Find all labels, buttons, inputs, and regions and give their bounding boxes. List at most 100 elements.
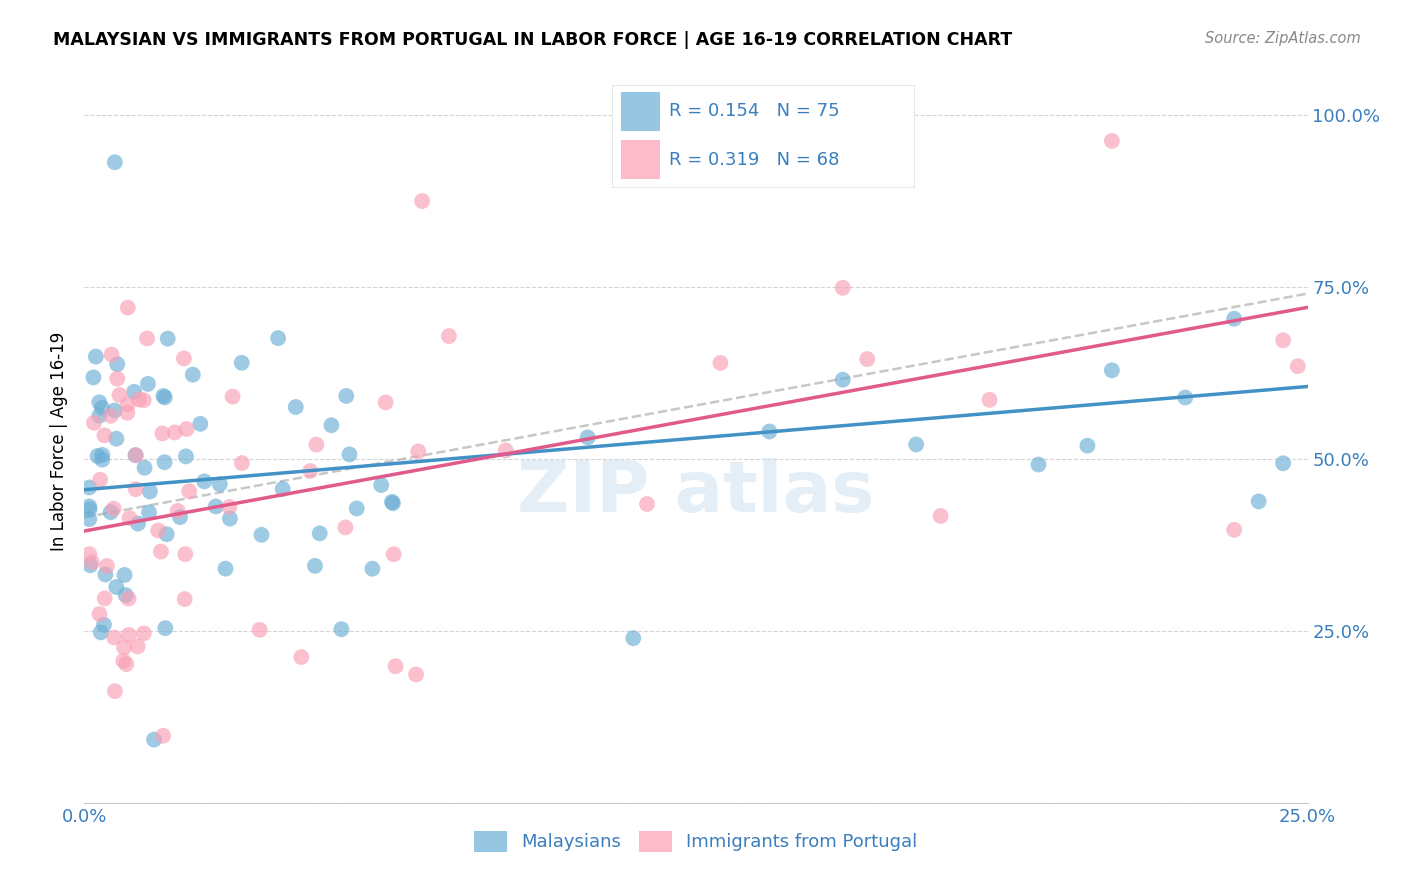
Y-axis label: In Labor Force | Age 16-19: In Labor Force | Age 16-19 xyxy=(51,332,69,551)
Point xyxy=(156,527,179,541)
Point xyxy=(1247,494,1270,508)
Point xyxy=(155,621,177,635)
Point xyxy=(290,650,312,665)
Point xyxy=(335,520,357,534)
Point xyxy=(100,409,122,423)
Point xyxy=(89,473,111,487)
Point xyxy=(267,331,290,345)
Point xyxy=(831,281,853,295)
Point xyxy=(115,657,138,671)
Point xyxy=(174,547,197,561)
Point xyxy=(405,667,427,681)
Point xyxy=(214,561,236,575)
Point xyxy=(152,426,174,441)
Point xyxy=(979,392,1001,407)
Point xyxy=(86,449,108,463)
Point xyxy=(381,496,404,510)
Point xyxy=(218,500,240,514)
Point xyxy=(163,425,186,440)
Point xyxy=(105,580,128,594)
Point xyxy=(299,464,322,478)
Point xyxy=(176,422,198,436)
Point xyxy=(127,640,149,654)
Point xyxy=(153,391,176,405)
Point xyxy=(1223,523,1246,537)
Point xyxy=(636,497,658,511)
Point xyxy=(112,654,135,668)
Point xyxy=(406,444,429,458)
Point xyxy=(84,350,107,364)
Point xyxy=(134,460,156,475)
Point xyxy=(83,416,105,430)
Point xyxy=(621,631,644,645)
Text: Source: ZipAtlas.com: Source: ZipAtlas.com xyxy=(1205,31,1361,46)
Point xyxy=(112,640,135,655)
Point xyxy=(117,591,139,606)
Legend: Malaysians, Immigrants from Portugal: Malaysians, Immigrants from Portugal xyxy=(467,823,925,859)
Point xyxy=(100,348,122,362)
Point xyxy=(77,547,100,561)
Point xyxy=(381,495,404,509)
Point xyxy=(136,331,159,345)
Point xyxy=(1272,333,1295,347)
Point xyxy=(308,526,330,541)
Point xyxy=(124,448,146,462)
Point xyxy=(104,684,127,698)
Point xyxy=(831,373,853,387)
Point xyxy=(82,370,104,384)
Point xyxy=(166,504,188,518)
Point xyxy=(905,437,928,451)
Point xyxy=(856,352,879,367)
Point xyxy=(1174,391,1197,405)
Point xyxy=(125,448,148,462)
Point xyxy=(330,622,353,636)
Point xyxy=(208,477,231,491)
Point xyxy=(77,480,100,494)
Point xyxy=(346,501,368,516)
Point xyxy=(284,400,307,414)
Point xyxy=(382,547,405,561)
Point xyxy=(118,511,141,525)
Point xyxy=(1028,458,1050,472)
Point xyxy=(271,482,294,496)
Point xyxy=(117,406,139,420)
Point xyxy=(93,591,115,606)
Point xyxy=(374,395,396,409)
Point xyxy=(1101,363,1123,377)
Point xyxy=(219,511,242,525)
Point xyxy=(127,516,149,531)
Point xyxy=(384,659,406,673)
FancyBboxPatch shape xyxy=(620,140,659,179)
Point xyxy=(118,628,141,642)
Point xyxy=(339,447,361,461)
Point xyxy=(104,403,127,417)
Point xyxy=(103,501,125,516)
Point xyxy=(361,562,384,576)
Point xyxy=(93,428,115,442)
Point xyxy=(437,329,460,343)
Point xyxy=(1223,311,1246,326)
Point xyxy=(169,510,191,524)
Text: MALAYSIAN VS IMMIGRANTS FROM PORTUGAL IN LABOR FORCE | AGE 16-19 CORRELATION CHA: MALAYSIAN VS IMMIGRANTS FROM PORTUGAL IN… xyxy=(53,31,1012,49)
Point xyxy=(370,478,392,492)
Point xyxy=(304,558,326,573)
Point xyxy=(105,357,128,371)
Point xyxy=(173,351,195,366)
Point xyxy=(93,617,115,632)
Point xyxy=(149,544,172,558)
Point xyxy=(929,508,952,523)
Point xyxy=(122,384,145,399)
Point xyxy=(77,512,100,526)
Point xyxy=(136,376,159,391)
Point xyxy=(79,558,101,573)
Point xyxy=(221,390,243,404)
Point xyxy=(335,389,357,403)
Text: R = 0.154   N = 75: R = 0.154 N = 75 xyxy=(669,103,839,120)
Point xyxy=(758,425,780,439)
Point xyxy=(105,372,128,386)
Point xyxy=(204,500,226,514)
Point xyxy=(709,356,731,370)
Point xyxy=(100,505,122,519)
Point xyxy=(96,559,118,574)
Point xyxy=(576,430,599,444)
